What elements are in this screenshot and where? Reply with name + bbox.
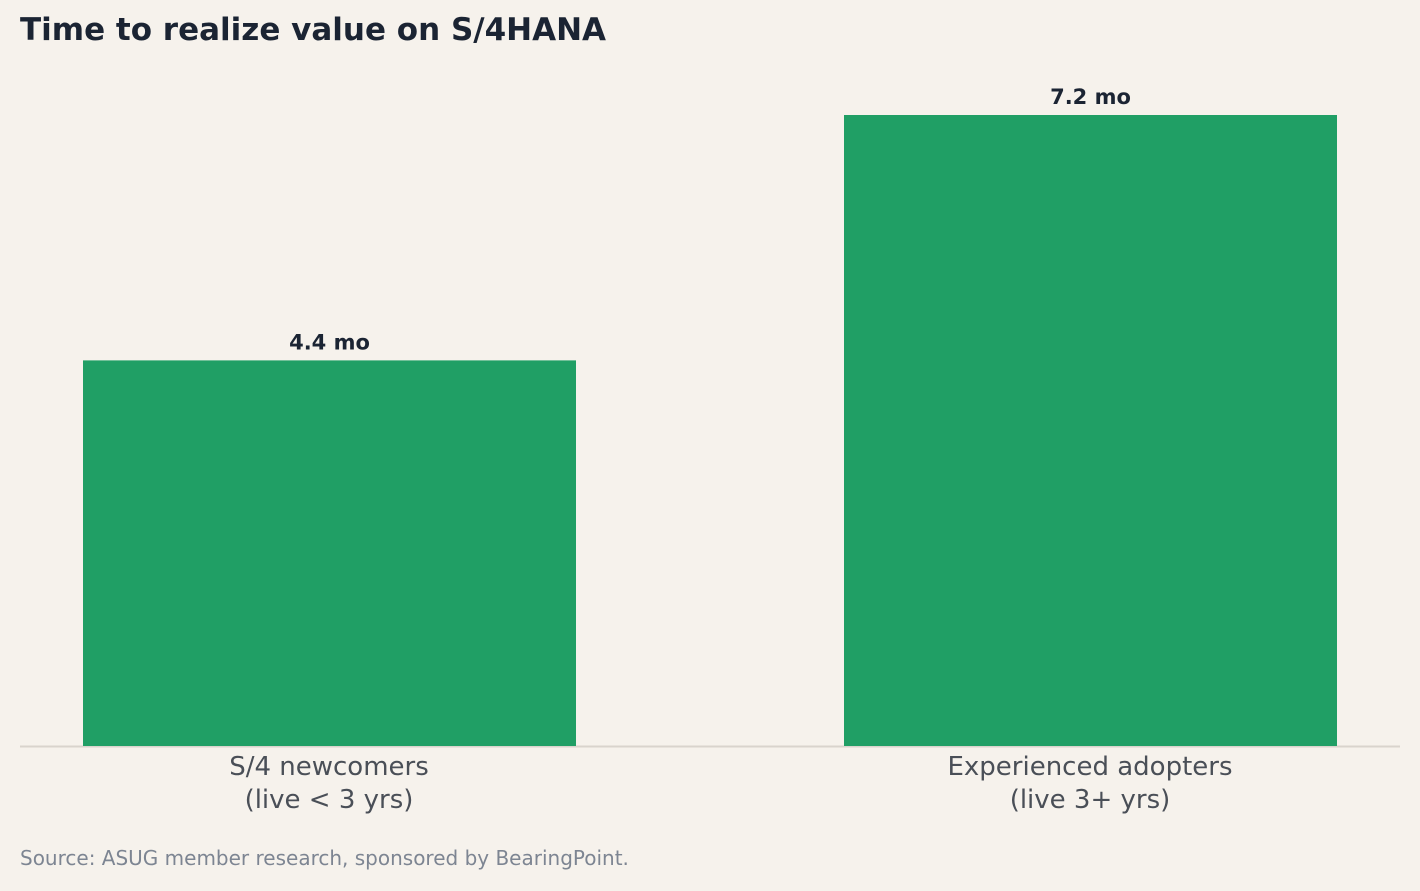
category-label-line-1: S/4 newcomers	[229, 752, 429, 782]
source-note: Source: ASUG member research, sponsored …	[20, 846, 629, 870]
chart-title: Time to realize value on S/4HANA	[20, 12, 607, 48]
category-label-line-2: (live < 3 yrs)	[244, 785, 414, 815]
bar-value-label-0: 4.4 mo	[289, 330, 370, 354]
category-label-line-1: Experienced adopters	[947, 752, 1233, 782]
category-label-line-2: (live 3+ yrs)	[1009, 785, 1171, 815]
category-label-experienced: Experienced adopters (live 3+ yrs)	[840, 751, 1340, 817]
category-label-newcomers: S/4 newcomers (live < 3 yrs)	[79, 751, 579, 817]
bar-1	[844, 115, 1337, 746]
bar-value-label-1: 7.2 mo	[1050, 85, 1131, 109]
bar-0	[83, 360, 576, 746]
